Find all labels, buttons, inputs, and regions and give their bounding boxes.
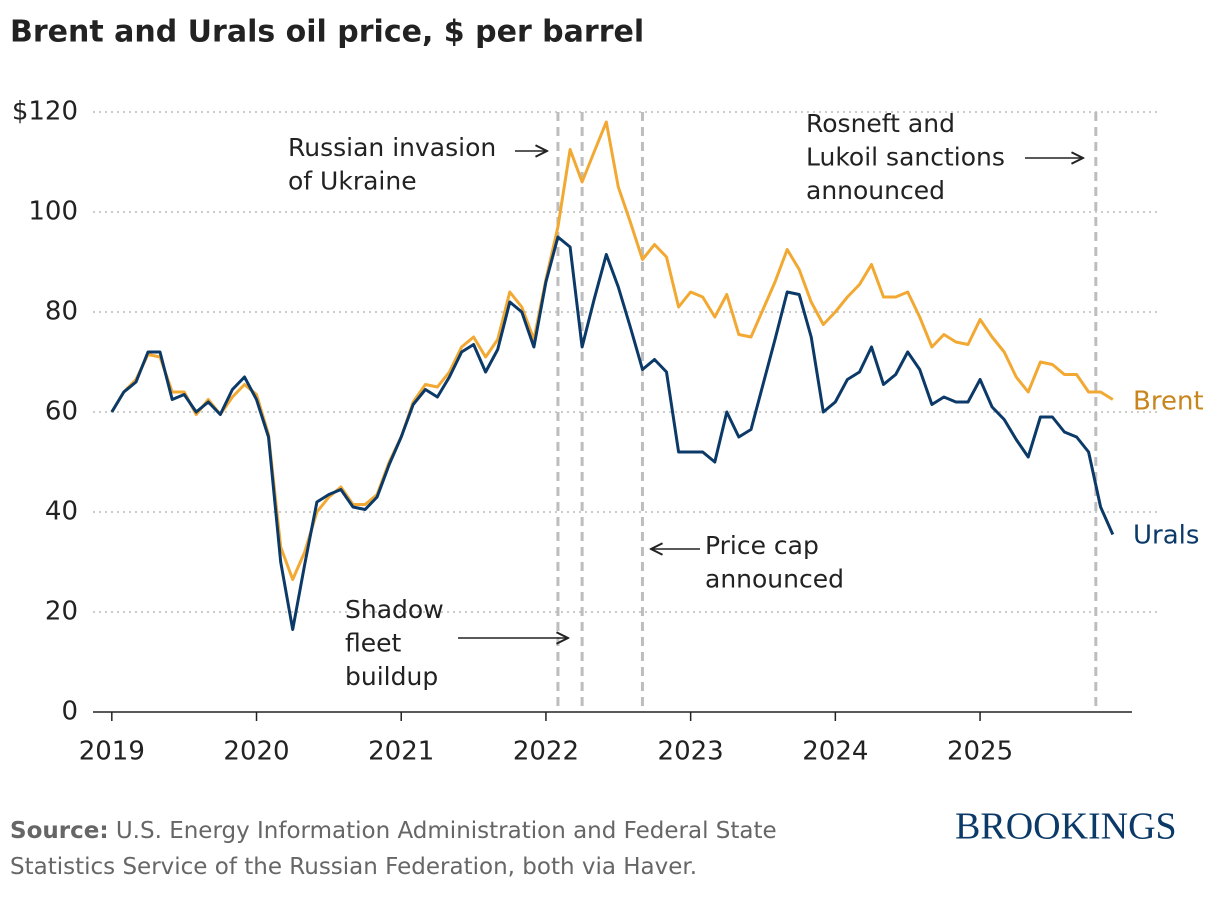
- annotation: buildup: [345, 662, 438, 691]
- x-tick-label: 2021: [368, 737, 434, 767]
- x-tick-label: 2022: [513, 737, 579, 767]
- y-tick-label: 60: [45, 397, 78, 427]
- annotation: Lukoil sanctions: [806, 143, 1005, 172]
- y-tick-label: 100: [28, 197, 78, 227]
- source-line: U.S. Energy Information Administration a…: [116, 818, 777, 844]
- brand-logo: BROOKINGS: [955, 806, 1177, 848]
- series-label: Brent: [1133, 387, 1204, 417]
- chart-title: Brent and Urals oil price, $ per barrel: [10, 15, 644, 50]
- series-line: [110, 235, 1115, 631]
- annotation: Russian invasion: [288, 133, 496, 162]
- annotation: fleet: [345, 629, 402, 658]
- y-tick-label: 20: [45, 597, 78, 627]
- annotation: of Ukraine: [288, 167, 417, 196]
- y-tick-label: 40: [45, 497, 78, 527]
- x-tick-label: 2025: [947, 737, 1013, 767]
- x-tick-label: 2019: [79, 737, 145, 767]
- annotation: Rosneft and: [806, 109, 955, 138]
- y-tick-label: $120: [12, 97, 78, 127]
- source-text: Source: U.S. Energy Information Administ…: [10, 818, 777, 844]
- y-tick-label: 0: [61, 697, 78, 727]
- source-line: Statistics Service of the Russian Federa…: [10, 854, 697, 880]
- source-text: Statistics Service of the Russian Federa…: [10, 854, 697, 880]
- x-tick-label: 2024: [802, 737, 868, 767]
- series-label: Urals: [1133, 521, 1199, 551]
- annotation: announced: [705, 565, 844, 594]
- x-tick-label: 2023: [658, 737, 724, 767]
- annotation: Shadow: [345, 595, 444, 624]
- y-tick-label: 80: [45, 297, 78, 327]
- annotation: Price cap: [705, 531, 819, 560]
- annotation: announced: [806, 176, 945, 205]
- x-tick-label: 2020: [223, 737, 289, 767]
- source-label: Source:: [10, 818, 109, 844]
- series-line: [110, 120, 1114, 581]
